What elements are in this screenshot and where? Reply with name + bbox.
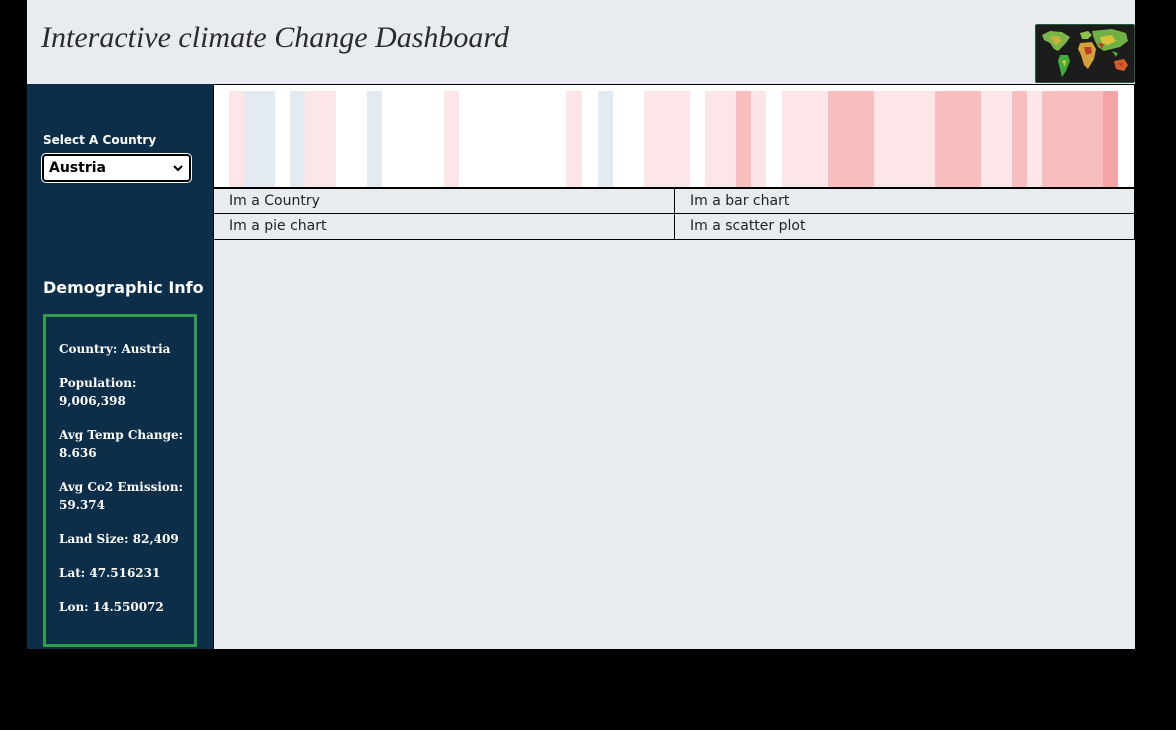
warming-stripe [705,91,736,187]
warming-stripe [367,91,382,187]
scatter-plot-panel[interactable]: Im a scatter plot [675,214,1135,240]
demographic-info-box: Country: Austria Population: 9,006,398 A… [43,314,197,647]
warming-stripes [214,85,1135,189]
sidebar: Select A Country Austria Demographic Inf… [27,84,213,649]
warming-stripe [444,91,459,187]
demo-lat: Lat: 47.516231 [59,566,161,580]
country-select[interactable]: Austria [42,154,191,182]
warming-stripe [981,91,1012,187]
demo-avg-temp-change: Avg Temp Change: 8.636 [59,428,184,460]
warming-stripe [782,91,828,187]
world-map-icon [1035,24,1135,83]
warming-stripe [598,91,613,187]
demo-avg-co2-emission: Avg Co2 Emission: 59.374 [59,480,184,512]
warming-stripe [1027,91,1042,187]
dashboard-app: Interactive climate Change Dashboard [27,0,1135,649]
warming-stripe [229,91,244,187]
select-country-label: Select A Country [43,133,157,147]
demo-lon: Lon: 14.550072 [59,600,164,614]
warming-stripe [935,91,981,187]
warming-stripe [828,91,874,187]
warming-stripe [1012,91,1027,187]
chevron-down-icon [173,165,183,172]
warming-stripe [305,91,336,187]
pie-chart-panel[interactable]: Im a pie chart [214,214,675,240]
warming-stripe [566,91,582,187]
warming-stripe [1103,91,1118,187]
warming-stripe [751,91,766,187]
warming-stripe [736,91,751,187]
demographic-info-heading: Demographic Info [43,278,204,297]
warming-stripe [644,91,690,187]
warming-stripe [244,91,275,187]
warming-stripe [874,91,935,187]
bar-chart-panel[interactable]: Im a bar chart [675,189,1135,214]
header: Interactive climate Change Dashboard [27,0,1135,84]
demo-population: Population: 9,006,398 [59,376,137,408]
main-panel: Im a Country Im a bar chart Im a pie cha… [213,84,1135,649]
demo-land-size: Land Size: 82,409 [59,532,179,546]
page-title: Interactive climate Change Dashboard [41,21,509,54]
country-panel[interactable]: Im a Country [214,189,675,214]
country-select-value: Austria [49,160,106,176]
demo-country: Country: Austria [59,342,171,356]
warming-stripe [1042,91,1103,187]
warming-stripe [290,91,305,187]
